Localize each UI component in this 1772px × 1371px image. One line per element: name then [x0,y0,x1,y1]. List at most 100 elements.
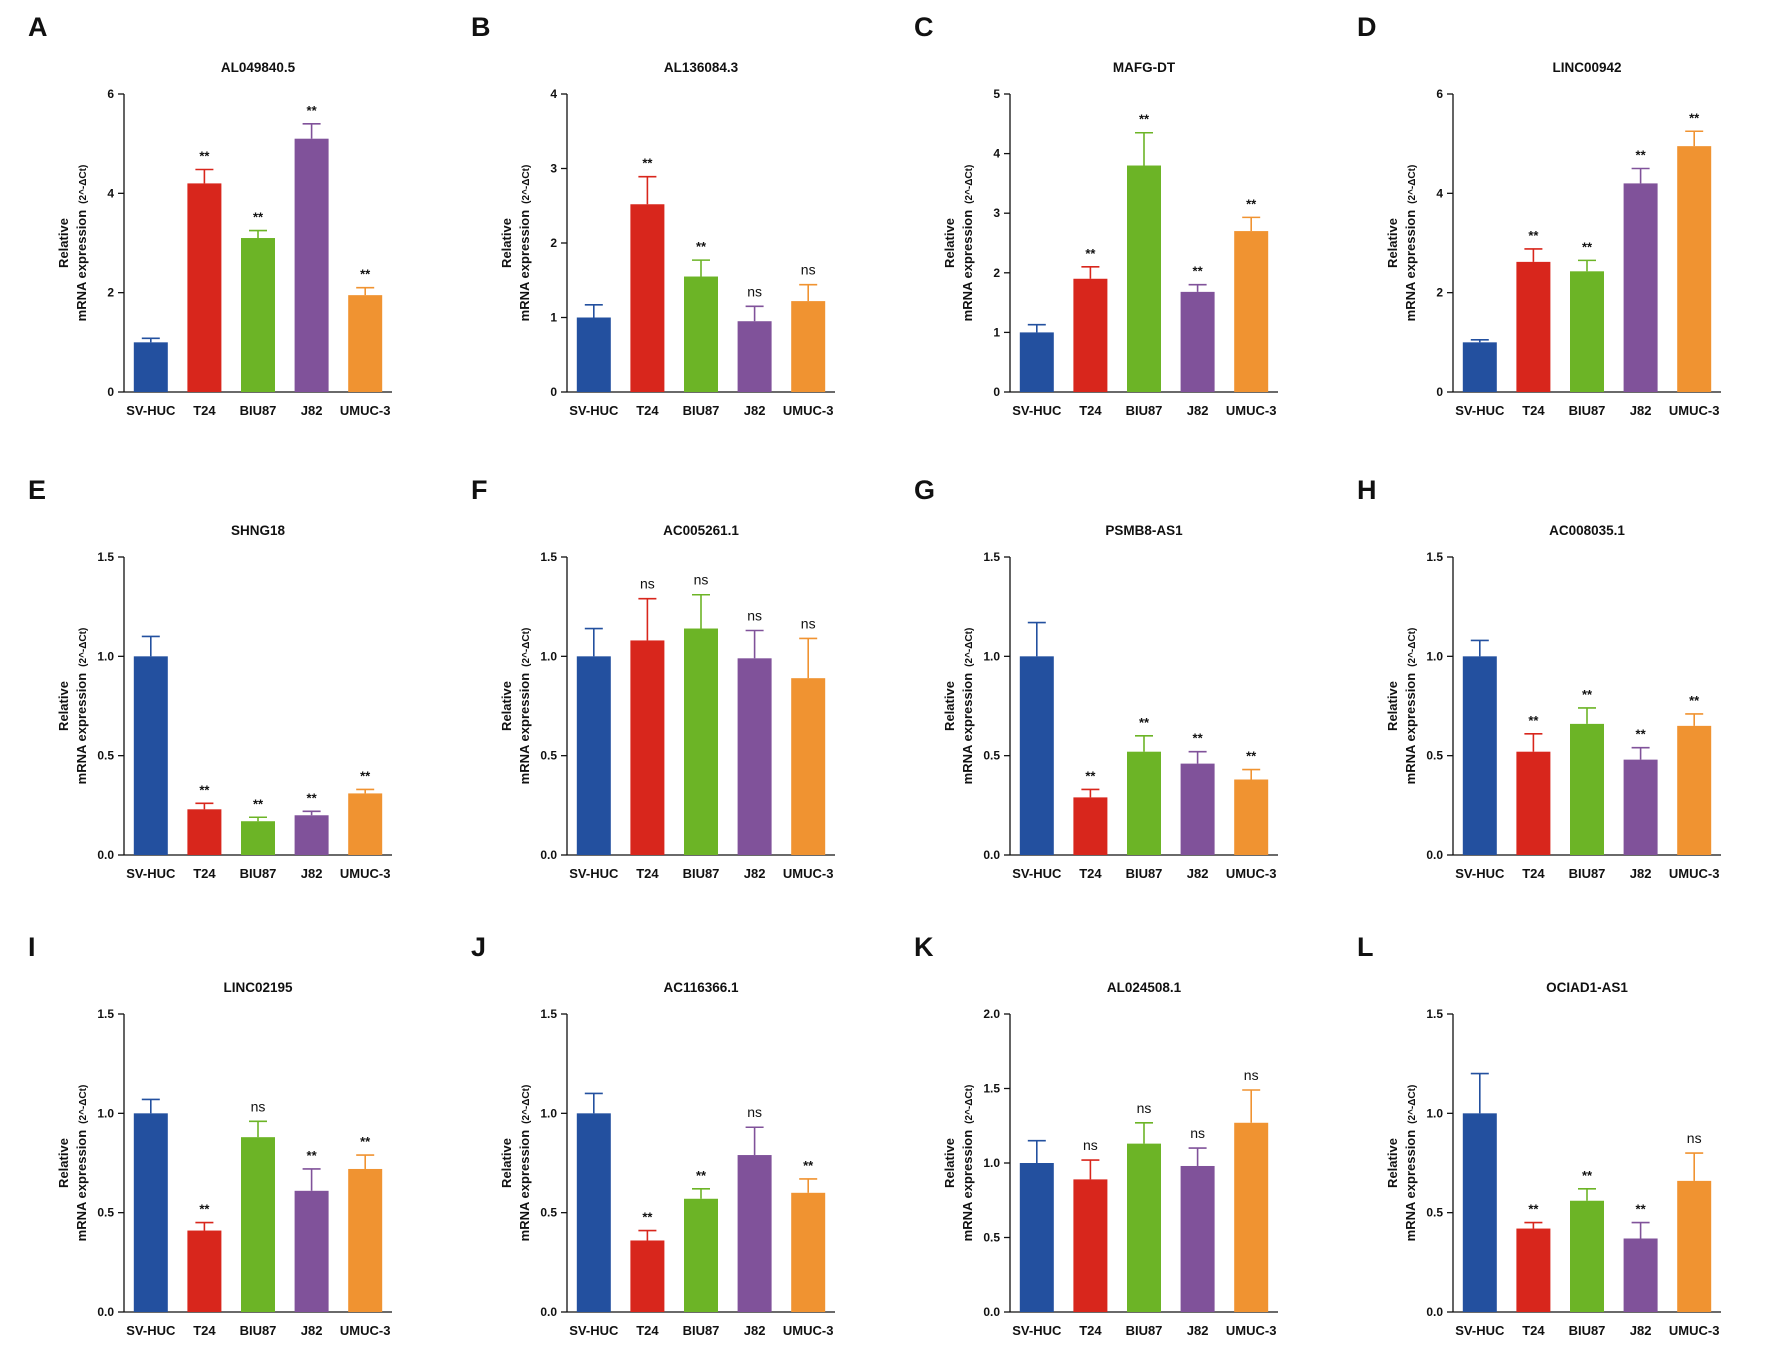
x-tick-label: BIU87 [1126,1323,1163,1338]
x-tick-label: BIU87 [1126,866,1163,881]
panel-e: E SHNG18 Relative mRNA expression (2^-ΔCt) 0.… [0,463,443,914]
y-tick-label: 1.0 [983,649,1000,663]
bar-t24 [187,183,222,392]
chart-title: PSMB8-AS1 [1105,523,1183,538]
bar-umuc-3 [1677,146,1712,392]
bar-j82 [1623,183,1658,392]
y-axis-label: Relative [499,681,514,731]
y-axis-label: Relative [1385,218,1400,268]
x-tick-label: SV-HUC [569,1323,619,1338]
significance-label: ** [307,103,318,118]
x-tick-label: BIU87 [1569,403,1606,418]
bar-sv-huc [1019,332,1054,392]
significance-label: ns [801,262,816,278]
bar-umuc-3 [791,301,826,392]
bar-t24 [187,1230,222,1312]
significance-label: ** [642,1210,653,1225]
x-tick-label: UMUC-3 [783,403,834,418]
x-tick-label: UMUC-3 [783,1323,834,1338]
x-tick-label: T24 [193,1323,216,1338]
y-tick-label: 0.0 [540,848,557,862]
bar-umuc-3 [1234,231,1269,392]
y-tick-label: 0.0 [983,1305,1000,1319]
bar-j82 [1180,291,1215,392]
x-tick-label: SV-HUC [1012,866,1062,881]
significance-label: ** [199,1202,210,1217]
bar-j82 [737,321,772,392]
y-tick-label: 0.5 [1426,1206,1443,1220]
significance-label: ** [696,1168,707,1183]
y-axis-unit: (2^-ΔCt) [1407,628,1418,667]
y-tick-label: 4 [107,186,114,200]
x-tick-label: T24 [636,866,659,881]
y-axis-label-text: mRNA expression [1403,210,1418,322]
significance-label: ns [1190,1125,1205,1141]
bar-umuc-3 [1677,1180,1712,1312]
bar-t24 [1516,751,1551,855]
significance-label: ** [307,790,318,805]
bar-biu87 [241,1137,275,1312]
x-tick-label: T24 [193,403,216,418]
y-axis-label-unit: mRNA expression (2^-ΔCt) [74,1085,89,1242]
chart-title: LINC02195 [223,980,293,995]
significance-label: ns [747,283,762,299]
panel-l: L OCIAD1-AS1 Relative mRNA expression (2^-ΔC… [1329,920,1772,1371]
bar-j82 [294,815,329,855]
bar-t24 [187,809,222,855]
x-tick-label: T24 [636,1323,659,1338]
x-tick-label: BIU87 [1569,866,1606,881]
y-axis-label-text: mRNA expression [960,210,975,322]
bar-sv-huc [576,317,611,392]
bar-biu87 [684,276,718,392]
panel-letter: H [1357,475,1377,505]
significance-label: ** [1582,687,1593,702]
x-tick-label: UMUC-3 [1669,403,1720,418]
y-tick-label: 4 [1436,186,1443,200]
x-tick-label: BIU87 [240,403,277,418]
y-tick-label: 6 [107,87,114,101]
y-tick-label: 0.5 [983,1231,1000,1245]
bar-chart-i: LINC02195 Relative mRNA expression (2^-ΔCt)… [56,980,392,1338]
significance-label: ** [360,1134,371,1149]
x-tick-label: J82 [1187,403,1209,418]
bar-t24 [1516,261,1551,392]
chart-title: AC008035.1 [1549,523,1625,538]
panel-letter: B [471,12,491,42]
bar-t24 [1073,278,1108,392]
y-axis-label-unit: mRNA expression (2^-ΔCt) [960,165,975,322]
y-tick-label: 0.0 [97,1305,114,1319]
bar-sv-huc [1019,1163,1054,1312]
y-tick-label: 1.5 [1426,1007,1443,1021]
x-tick-label: SV-HUC [126,1323,176,1338]
y-axis-label-text: mRNA expression [74,210,89,322]
y-axis-label-text: mRNA expression [517,210,532,322]
panel-letter: G [914,475,936,505]
chart-title: AC116366.1 [663,980,739,995]
bar-chart-b: AL136084.3 Relative mRNA expression (2^-ΔCt… [499,60,835,418]
significance-label: ** [1085,246,1096,261]
significance-label: ** [199,782,210,797]
significance-label: ** [1636,727,1647,742]
y-tick-label: 0.5 [540,749,557,763]
y-axis-label: Relative [942,681,957,731]
x-tick-label: UMUC-3 [783,866,834,881]
x-tick-label: T24 [1522,866,1545,881]
y-tick-label: 0 [993,385,1000,399]
bar-biu87 [1570,723,1604,855]
y-axis-label: Relative [56,1138,71,1188]
y-axis-label-text: mRNA expression [517,1130,532,1242]
y-axis-label: Relative [942,1138,957,1188]
panel-d: D LINC00942 Relative mRNA expression (2^-ΔCt… [1329,0,1772,451]
bar-chart-h: AC008035.1 Relative mRNA expression (2^-ΔCt… [1385,523,1721,881]
y-tick-label: 2 [993,266,1000,280]
x-tick-label: J82 [301,403,323,418]
x-tick-label: J82 [744,866,766,881]
bar-sv-huc [1462,342,1497,392]
x-tick-label: J82 [301,866,323,881]
bar-chart-j: AC116366.1 Relative mRNA expression (2^-ΔCt… [499,980,835,1338]
y-tick-label: 0 [107,385,114,399]
x-tick-label: J82 [1630,403,1652,418]
bar-j82 [294,1190,329,1312]
x-tick-label: SV-HUC [1455,1323,1505,1338]
bar-j82 [1180,763,1215,855]
